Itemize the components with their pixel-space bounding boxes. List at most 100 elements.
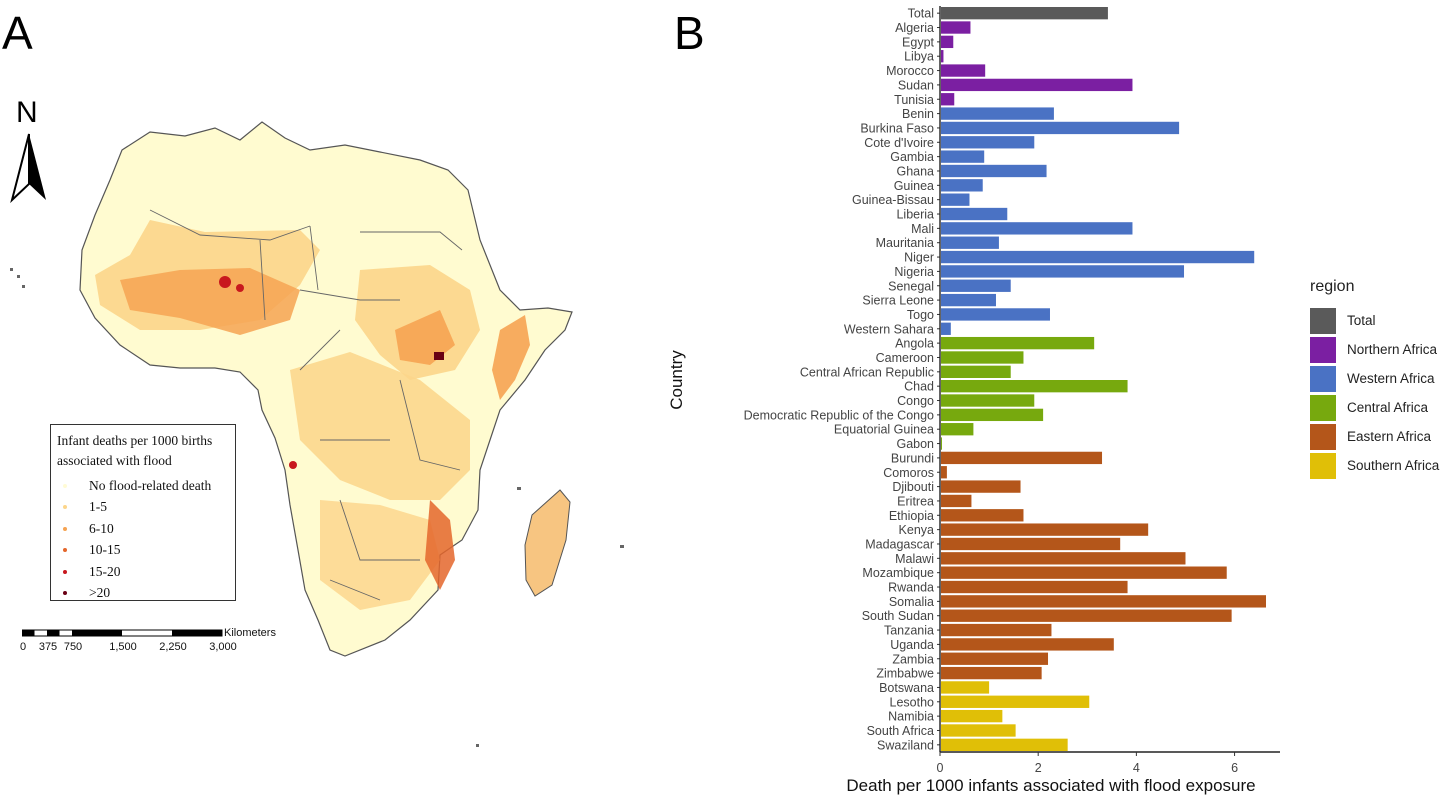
region-legend-swatch xyxy=(1310,423,1336,450)
bar-uganda xyxy=(941,638,1114,651)
country-label: Malawi xyxy=(895,552,934,566)
bar-central-african-republic xyxy=(941,365,1011,378)
legend-swatch-4 xyxy=(63,569,67,574)
bar-sudan xyxy=(941,78,1133,92)
map-legend-label: 10-15 xyxy=(89,542,121,558)
bar-gabon xyxy=(941,437,942,450)
bar-mali xyxy=(941,222,1133,235)
madagascar xyxy=(524,489,571,597)
country-label: Madagascar xyxy=(865,537,934,551)
country-label: Chad xyxy=(904,380,934,394)
country-label: Gambia xyxy=(890,150,934,164)
bar-namibia xyxy=(941,709,1003,723)
y-axis-title: Country xyxy=(667,350,686,410)
x-axis-title: Death per 1000 infants associated with f… xyxy=(846,776,1255,795)
bar-cote-d-ivoire xyxy=(941,136,1035,149)
country-label: Sierra Leone xyxy=(862,294,934,308)
country-label: Ghana xyxy=(896,164,934,178)
panel-a-label: A xyxy=(2,7,33,59)
country-label: Botswana xyxy=(879,681,934,695)
country-label: Mozambique xyxy=(862,566,934,580)
region-legend-row: Western Africa xyxy=(1310,364,1456,393)
bar-malawi xyxy=(941,552,1186,565)
country-label: Tanzania xyxy=(884,624,934,638)
region-legend-label: Northern Africa xyxy=(1347,342,1438,357)
legend-swatch-1 xyxy=(63,505,67,510)
country-label: Nigeria xyxy=(894,265,934,279)
country-label: Gabon xyxy=(896,437,934,451)
region-legend-label: Central Africa xyxy=(1347,400,1429,415)
country-label: Niger xyxy=(904,251,934,265)
country-label: Tunisia xyxy=(894,93,934,107)
bar-tanzania xyxy=(941,623,1052,637)
bar-congo xyxy=(941,394,1035,407)
region-legend-title: region xyxy=(1310,278,1355,295)
region-legend-row: Central Africa xyxy=(1310,393,1456,422)
country-label: Eritrea xyxy=(897,494,934,508)
country-label: Mauritania xyxy=(876,236,934,250)
country-label: Somalia xyxy=(889,595,934,609)
map-legend-label: 6-10 xyxy=(89,520,114,536)
scale-tick-label: 750 xyxy=(63,641,83,653)
country-label: Ethiopia xyxy=(889,509,934,523)
country-label: Liberia xyxy=(896,208,934,222)
country-label: Benin xyxy=(902,107,934,121)
legend-swatch-5 xyxy=(63,591,67,596)
axes: 0 2 4 6 xyxy=(937,6,1280,775)
bar-angola xyxy=(941,336,1095,350)
bar-cameroon xyxy=(941,351,1024,364)
legend-swatch-3 xyxy=(63,548,67,553)
bar-algeria xyxy=(941,21,971,34)
bar-morocco xyxy=(941,64,986,77)
africa-flood-map xyxy=(10,121,624,747)
region-legend-swatch xyxy=(1310,452,1336,479)
map-legend-row: 15-20 xyxy=(59,561,235,583)
bar-ethiopia xyxy=(941,509,1024,522)
bar-zambia xyxy=(941,652,1049,665)
map-legend-row: 10-15 xyxy=(59,540,235,562)
region-legend-swatch xyxy=(1310,336,1336,363)
country-label: Guinea xyxy=(894,179,934,193)
country-label: Zimbabwe xyxy=(876,667,934,681)
bar-chad xyxy=(941,380,1128,393)
map-legend-label: 1-5 xyxy=(89,499,107,515)
scale-tick-label: 375 xyxy=(38,641,58,653)
bar-somalia xyxy=(941,595,1266,608)
bar-mozambique xyxy=(941,566,1227,579)
country-label: Senegal xyxy=(888,279,934,293)
country-labels: TotalAlgeriaEgyptLibyaMoroccoSudanTunisi… xyxy=(744,7,935,753)
panel-b-label: B xyxy=(674,7,705,59)
bar-madagascar xyxy=(941,537,1121,551)
region-legend-row: Eastern Africa xyxy=(1310,422,1456,451)
bar-senegal xyxy=(941,279,1011,292)
bar-kenya xyxy=(941,523,1149,536)
flood-death-bar-chart: TotalAlgeriaEgyptLibyaMoroccoSudanTunisi… xyxy=(667,6,1280,795)
country-label: Morocco xyxy=(886,64,934,78)
region-legend-row: Total xyxy=(1310,306,1456,335)
country-label: Burundi xyxy=(891,451,934,465)
map-legend-row: 6-10 xyxy=(59,518,235,540)
bar-swaziland xyxy=(941,738,1068,751)
country-label: Namibia xyxy=(888,710,934,724)
bar-guinea xyxy=(941,179,983,192)
x-tick-label: 2 xyxy=(1035,761,1042,775)
bar-lesotho xyxy=(941,695,1090,708)
bar-western-sahara xyxy=(941,322,951,335)
country-label: Libya xyxy=(904,50,934,64)
scale-tick-label: 2,250 xyxy=(159,641,187,653)
bar-guinea-bissau xyxy=(941,193,970,206)
country-label: Congo xyxy=(897,394,934,408)
country-label: Algeria xyxy=(895,21,934,35)
bar-democratic-republic-of-the-congo xyxy=(941,408,1044,422)
country-label: Uganda xyxy=(890,638,934,652)
country-label: Swaziland xyxy=(877,738,934,752)
bar-benin xyxy=(941,107,1054,120)
bar-south-sudan xyxy=(941,609,1232,622)
country-label: Democratic Republic of the Congo xyxy=(744,408,934,422)
country-label: Angola xyxy=(895,337,934,351)
region-legend-swatch xyxy=(1310,394,1336,421)
bar-tunisia xyxy=(941,93,955,106)
region-legend: region Total Northern Africa Western Afric… xyxy=(1310,278,1456,488)
scale-bar-unit: Kilometers xyxy=(224,627,276,639)
country-label: Western Sahara xyxy=(844,322,934,336)
